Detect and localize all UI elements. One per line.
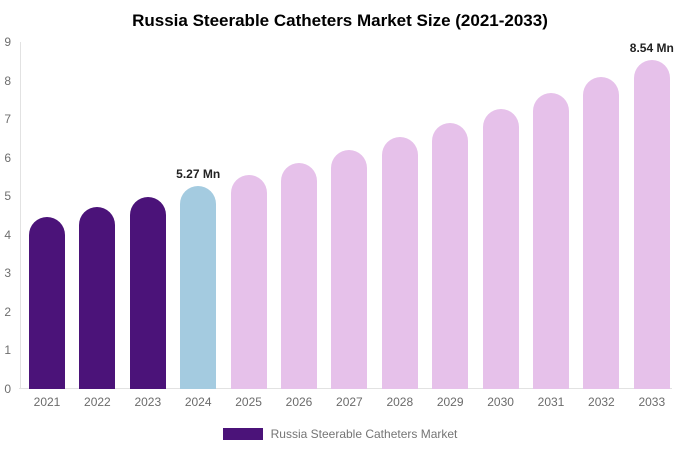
x-tick-label-2027: 2027 (336, 395, 363, 409)
legend-label: Russia Steerable Catheters Market (270, 427, 458, 441)
bar-2030 (482, 108, 519, 389)
bar-2033 (633, 59, 670, 389)
bar-2026 (281, 162, 317, 389)
bar-2032 (583, 77, 620, 389)
x-tick-label-2031: 2031 (537, 395, 565, 409)
legend: Russia Steerable Catheters Market (0, 426, 680, 442)
bar-2028 (381, 137, 418, 389)
bar-2021 (29, 216, 65, 389)
bar-2031 (533, 93, 569, 389)
bar-2023 (129, 196, 166, 389)
bar-2022 (79, 206, 116, 389)
x-tick-label-2030: 2030 (487, 395, 514, 409)
bar-2024 (180, 185, 217, 389)
x-tick-label-2021: 2021 (33, 395, 61, 409)
bar-value-label-2024: 5.27 Mn (176, 166, 221, 181)
x-tick-label-2023: 2023 (134, 395, 162, 409)
x-tick-label-2026: 2026 (285, 395, 313, 409)
x-tick-label-2033: 2033 (638, 395, 666, 409)
legend-swatch (222, 428, 263, 440)
x-tick-label-2025: 2025 (235, 395, 262, 409)
bar-2025 (230, 174, 267, 389)
y-tick-label-4: 4 (4, 227, 11, 242)
y-tick-label-0: 0 (4, 382, 11, 396)
x-tick-label-2028: 2028 (386, 395, 414, 409)
x-tick-label-2024: 2024 (184, 395, 212, 409)
y-tick-label-1: 1 (4, 343, 11, 358)
x-tick-label-2029: 2029 (436, 395, 464, 409)
y-tick-label-9: 9 (4, 35, 11, 49)
y-tick-label-8: 8 (4, 73, 11, 88)
bar-value-label-2033: 8.54 Mn (629, 40, 674, 55)
y-tick-label-5: 5 (4, 189, 11, 204)
x-tick-label-2022: 2022 (84, 395, 111, 409)
y-tick-label-7: 7 (4, 112, 11, 127)
x-tick-label-2032: 2032 (588, 395, 615, 409)
y-tick-label-6: 6 (4, 150, 11, 165)
bar-2029 (432, 123, 469, 389)
y-tick-label-2: 2 (4, 304, 11, 319)
chart-title: Russia Steerable Catheters Market Size (… (132, 11, 548, 30)
y-axis-line (20, 42, 21, 389)
bar-2027 (331, 150, 368, 389)
y-tick-label-3: 3 (4, 266, 11, 281)
